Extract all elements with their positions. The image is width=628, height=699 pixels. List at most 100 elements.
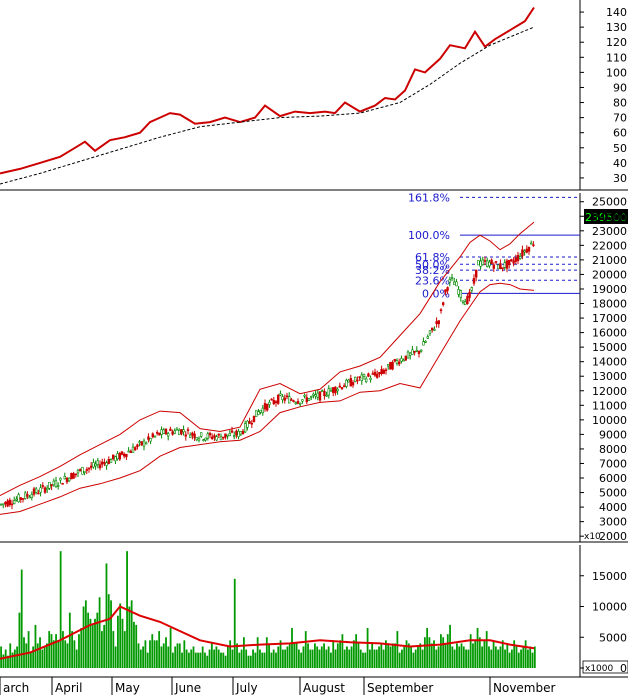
fib-label: 61.8% <box>415 251 450 264</box>
candle-body <box>107 458 111 465</box>
price-y-tick-label: 10000 <box>592 414 627 427</box>
candle-body <box>314 394 317 397</box>
volume-bar <box>29 652 32 668</box>
volume-bar <box>412 652 415 668</box>
candle-body <box>136 444 139 448</box>
volume-bar <box>11 652 14 668</box>
volume-bar <box>366 628 369 668</box>
price-y-tick-label: 24000 <box>592 210 627 223</box>
volume-bar <box>504 649 506 668</box>
volume-bar <box>405 640 408 668</box>
volume-bar <box>171 652 174 668</box>
candle-body <box>325 394 328 397</box>
x-tick-label: April <box>55 681 82 695</box>
volume-bar <box>307 643 309 668</box>
candle-body <box>270 398 273 401</box>
candle-body <box>202 439 205 441</box>
candle-body <box>378 372 381 375</box>
volume-bar <box>46 643 48 668</box>
volume-bar <box>302 646 305 668</box>
candle-body <box>237 430 240 438</box>
volume-bar <box>357 643 360 668</box>
volume-bar <box>57 640 60 668</box>
volume-bar <box>32 646 35 668</box>
volume-bar <box>73 640 76 668</box>
candle-body <box>532 244 535 247</box>
price-y-tick-label: 9000 <box>599 428 627 441</box>
volume-bar <box>160 646 163 668</box>
candle-body <box>494 261 498 263</box>
candle-body <box>356 379 359 382</box>
volume-bar <box>453 649 456 668</box>
volume-bar <box>18 612 21 668</box>
volume-bar <box>373 649 376 668</box>
candle-body <box>274 401 278 403</box>
volume-bar <box>100 631 103 668</box>
candle-body <box>120 451 124 455</box>
last-price-label: 239500.0 <box>585 211 628 224</box>
candle-body <box>408 352 412 356</box>
volume-bar <box>362 652 364 668</box>
volume-bar <box>142 646 145 668</box>
volume-bar <box>515 646 518 668</box>
top-y-tick-label: 100 <box>606 66 627 79</box>
volume-bar <box>467 649 470 668</box>
candle-body <box>435 321 438 324</box>
volume-bar <box>75 649 78 668</box>
volume-bar <box>350 646 353 668</box>
candle-body <box>186 429 190 431</box>
volume-bar <box>249 655 252 668</box>
candle-body <box>162 429 165 434</box>
volume-bar <box>485 631 488 668</box>
x-tick-label: June <box>174 681 201 695</box>
volume-bar <box>341 634 344 668</box>
candle-body <box>123 453 126 457</box>
volume-bar <box>87 612 90 668</box>
volume-bar <box>252 649 254 668</box>
candle-body <box>477 260 480 266</box>
volume-bar <box>233 578 236 668</box>
volume-bar <box>421 649 424 668</box>
volume-bar <box>52 640 55 668</box>
candle-body <box>320 390 324 392</box>
candle-body <box>39 487 42 493</box>
volume-bar <box>520 649 522 668</box>
volume-y-tick-label: 10000 <box>592 601 627 614</box>
candle-body <box>15 498 18 501</box>
candle-body <box>375 373 379 378</box>
volume-bar <box>414 649 417 668</box>
candle-body <box>134 447 137 451</box>
candle-body <box>367 373 370 377</box>
candle-body <box>50 484 53 487</box>
candle-body <box>424 340 427 343</box>
price-y-tick-label: 18000 <box>592 298 627 311</box>
candle-body <box>268 402 271 405</box>
volume-bar <box>446 634 449 668</box>
volume-bar <box>174 646 177 668</box>
volume-bar <box>222 652 225 668</box>
volume-bar <box>130 600 133 668</box>
candle-body <box>281 396 284 400</box>
volume-bar <box>59 551 62 668</box>
volume-bar <box>339 640 341 668</box>
candle-body <box>360 374 363 381</box>
candle-body <box>208 432 212 436</box>
volume-bar <box>78 634 80 668</box>
candle-body <box>331 387 335 393</box>
volume-bar <box>41 649 44 668</box>
volume-bar <box>508 652 511 668</box>
candle-body <box>145 442 148 445</box>
volume-bar <box>254 652 257 668</box>
volume-bar <box>165 637 167 668</box>
fib-label: 38.2% <box>415 264 450 277</box>
candle-body <box>167 433 170 437</box>
candle-body <box>10 503 14 506</box>
volume-bar <box>387 643 390 668</box>
price-y-tick-label: 2000 <box>599 530 627 543</box>
price-y-tick-label: 7000 <box>599 457 627 470</box>
candle-body <box>252 415 256 422</box>
candle-body <box>81 466 84 475</box>
volume-bar <box>153 640 156 668</box>
candle-body <box>353 376 357 382</box>
volume-bar <box>465 649 467 668</box>
